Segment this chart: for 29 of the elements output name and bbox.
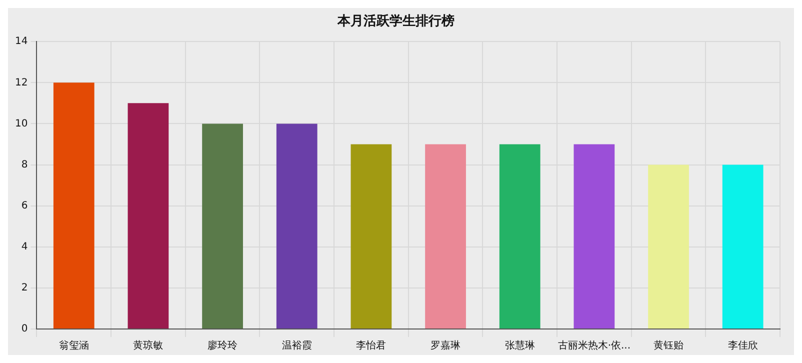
y-tick-label: 12: [14, 77, 28, 88]
bar: [128, 103, 169, 328]
y-tick-label: 10: [14, 118, 28, 130]
x-tick-label: 罗嘉琳: [430, 340, 461, 352]
x-tick-label: 廖玲玲: [208, 340, 238, 352]
bar: [574, 144, 615, 328]
x-tick-label: 张慧琳: [504, 340, 535, 352]
bar: [53, 82, 94, 328]
bar: [350, 144, 392, 328]
y-tick-label: 6: [21, 200, 28, 212]
chart-title: 本月活跃学生排行榜: [336, 13, 454, 30]
y-tick-label: 2: [21, 282, 28, 294]
bar: [276, 124, 318, 328]
bar: [648, 164, 689, 328]
x-tick-label: 黄琼敏: [133, 340, 164, 352]
bar: [425, 144, 466, 328]
y-tick-label: 14: [14, 36, 28, 48]
x-tick-label: 古丽米热木·依...: [558, 340, 631, 352]
bar: [722, 164, 764, 328]
y-tick-label: 8: [21, 159, 28, 170]
bar: [202, 124, 243, 328]
y-tick-label: 0: [21, 324, 28, 335]
x-tick-label: 翁玺涵: [58, 340, 89, 352]
y-tick-label: 4: [21, 241, 28, 252]
x-tick-label: 李佳欣: [728, 340, 758, 352]
x-tick-label: 李怡君: [356, 340, 386, 352]
x-tick-label: 黄钰贻: [654, 340, 684, 352]
x-tick-label: 温裕霞: [282, 340, 312, 352]
bar: [499, 144, 540, 328]
